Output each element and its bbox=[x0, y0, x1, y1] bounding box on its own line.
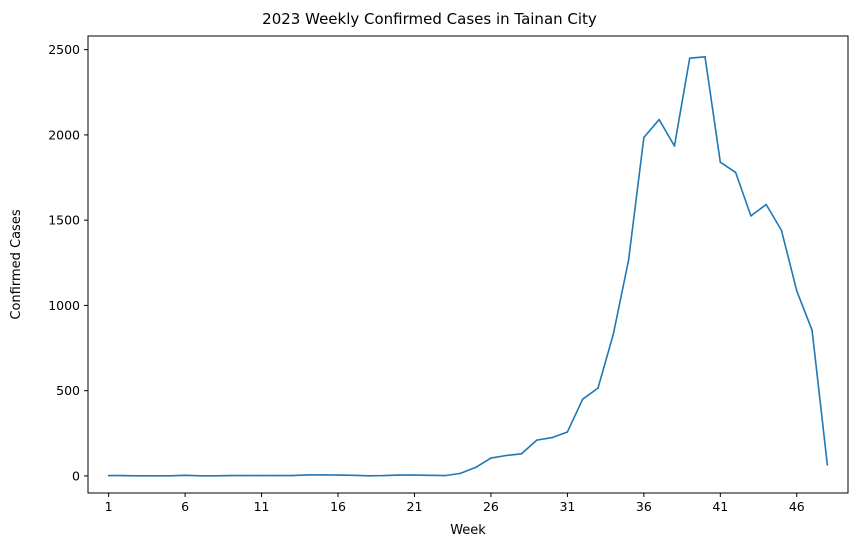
data-point bbox=[153, 474, 156, 477]
data-point bbox=[199, 474, 202, 477]
y-tick-label: 1000 bbox=[48, 298, 80, 313]
data-point bbox=[276, 474, 278, 477]
data-point bbox=[566, 431, 569, 433]
data-point bbox=[321, 474, 324, 476]
data-point bbox=[811, 329, 813, 331]
data-point bbox=[780, 229, 783, 232]
x-tick-label: 1 bbox=[105, 499, 113, 514]
data-point bbox=[520, 452, 523, 455]
data-series bbox=[107, 56, 829, 477]
data-point bbox=[581, 398, 584, 401]
data-point bbox=[169, 474, 171, 477]
data-point bbox=[413, 474, 416, 476]
data-point bbox=[428, 474, 431, 477]
data-point bbox=[643, 136, 645, 139]
data-point bbox=[184, 474, 186, 477]
y-tick-label: 2500 bbox=[48, 42, 80, 57]
data-point bbox=[245, 474, 248, 477]
x-tick-label: 41 bbox=[712, 499, 728, 514]
data-point bbox=[688, 57, 691, 59]
data-point bbox=[260, 474, 263, 477]
data-point bbox=[673, 145, 676, 147]
data-point bbox=[505, 454, 508, 457]
data-point bbox=[214, 474, 217, 477]
data-point bbox=[352, 474, 355, 477]
data-point bbox=[704, 56, 706, 58]
x-tick-label: 16 bbox=[330, 499, 346, 514]
data-point bbox=[658, 118, 660, 121]
y-tick-label: 0 bbox=[72, 468, 80, 483]
x-axis: 1 6 11 16 21 26 31 36 41 46 bbox=[105, 493, 805, 514]
data-point bbox=[612, 333, 615, 336]
data-point bbox=[551, 436, 553, 439]
data-point bbox=[750, 215, 752, 217]
data-point bbox=[719, 161, 722, 163]
x-tick-label: 26 bbox=[483, 499, 499, 514]
data-point bbox=[337, 474, 339, 476]
data-point bbox=[627, 259, 630, 262]
data-point bbox=[383, 474, 385, 477]
chart-title: 2023 Weekly Confirmed Cases in Tainan Ci… bbox=[262, 10, 597, 28]
plot-area bbox=[87, 35, 849, 494]
data-point bbox=[597, 387, 599, 389]
data-point bbox=[444, 474, 446, 477]
series-points bbox=[107, 56, 829, 477]
data-point bbox=[459, 472, 462, 475]
x-tick-label: 46 bbox=[789, 499, 805, 514]
y-axis: 0 500 1000 1500 2000 2500 bbox=[48, 42, 88, 483]
data-point bbox=[123, 474, 125, 477]
data-point bbox=[795, 290, 798, 292]
x-axis-label: Week bbox=[450, 523, 486, 538]
data-point bbox=[138, 474, 141, 477]
x-tick-label: 11 bbox=[254, 499, 270, 514]
x-tick-label: 21 bbox=[407, 499, 423, 514]
data-point bbox=[306, 474, 309, 476]
data-point bbox=[398, 474, 400, 476]
x-tick-label: 31 bbox=[559, 499, 575, 514]
data-point bbox=[107, 474, 110, 477]
x-tick-label: 6 bbox=[181, 499, 189, 514]
y-tick-label: 500 bbox=[56, 383, 80, 398]
y-tick-label: 2000 bbox=[48, 127, 80, 142]
data-point bbox=[826, 464, 829, 466]
data-point bbox=[367, 474, 370, 477]
y-axis-label: Confirmed Cases bbox=[9, 209, 24, 319]
data-point bbox=[474, 466, 477, 469]
data-point bbox=[734, 171, 737, 174]
series-line bbox=[108, 56, 829, 477]
data-point bbox=[765, 203, 767, 206]
data-point bbox=[230, 474, 232, 477]
y-tick-label: 1500 bbox=[48, 213, 80, 228]
x-tick-label: 36 bbox=[636, 499, 652, 514]
data-point bbox=[490, 457, 492, 459]
data-point bbox=[536, 439, 538, 441]
data-point bbox=[291, 474, 293, 477]
